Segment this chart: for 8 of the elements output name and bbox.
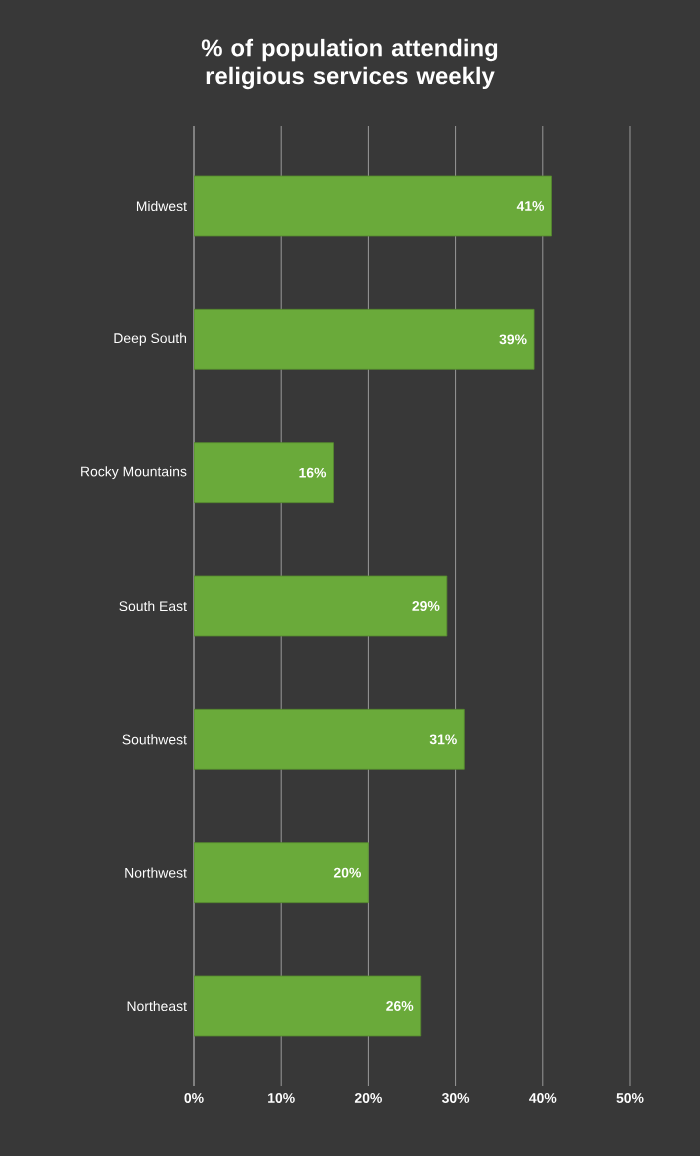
bar bbox=[194, 708, 465, 770]
bar bbox=[194, 975, 422, 1037]
bar bbox=[194, 842, 369, 904]
bar bbox=[194, 175, 552, 237]
bar bbox=[194, 575, 448, 637]
bar bbox=[194, 442, 334, 504]
bar bbox=[194, 308, 535, 370]
chart-title: % of population attending religious services weekly bbox=[201, 38, 498, 90]
